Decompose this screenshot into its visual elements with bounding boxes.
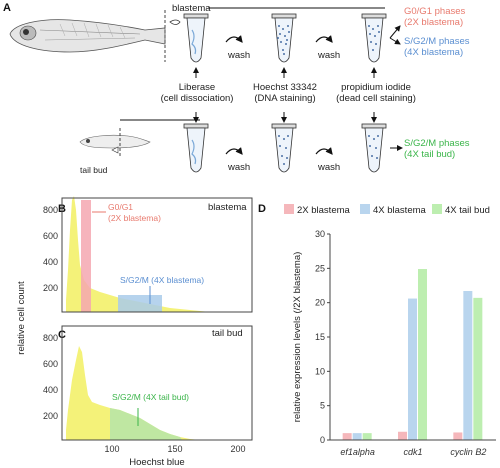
annot-s-blastema: S/G2/M (4X blastema) bbox=[120, 275, 204, 285]
wash-label-1: wash bbox=[227, 50, 250, 61]
blastema-label: blastema bbox=[172, 3, 211, 14]
bar-cdk1-4X-tail-bud bbox=[418, 269, 427, 440]
wash-arrow-1 bbox=[225, 35, 243, 43]
d-ytick-10: 10 bbox=[315, 366, 325, 376]
legend-d: 2X blastema 4X blastema 4X tail bud bbox=[284, 204, 490, 216]
b-ytick-600: 600 bbox=[43, 231, 58, 241]
step-2-line1: Hoechst 33342 bbox=[253, 82, 317, 93]
bar-cdk1-2X-blastema bbox=[398, 431, 407, 440]
bar-cyclin-B2-2X-blastema bbox=[453, 432, 463, 440]
step-3-line1: propidium iodide bbox=[341, 82, 411, 93]
bar-d-ylabel: relative expression levels (/2X blastema… bbox=[292, 252, 303, 423]
histogram-c bbox=[66, 346, 200, 440]
panel-c-tag: tail bud bbox=[212, 328, 243, 339]
d-category-cyclin-B2: cyclin B2 bbox=[450, 447, 486, 457]
xtick-150: 150 bbox=[167, 444, 182, 454]
hist-c-frame bbox=[61, 325, 253, 441]
bar-cyclin-B2-4X-blastema bbox=[463, 290, 473, 440]
legend-swatch-2x-blastema bbox=[284, 204, 294, 214]
legend-label-2x-blastema: 2X blastema bbox=[297, 205, 351, 216]
larva-illustration bbox=[9, 19, 166, 53]
gate-s-4x-blastema bbox=[118, 295, 162, 312]
hist-xlabel: Hoechst blue bbox=[129, 457, 184, 468]
c-ytick-400: 400 bbox=[43, 385, 58, 395]
hist-b-yticks: 200 400 600 800 bbox=[43, 205, 58, 293]
output-s-line1: S/G2/M phases bbox=[404, 36, 470, 47]
output-g0-line1: G0/G1 phases bbox=[404, 6, 466, 17]
wash-arrow-3 bbox=[225, 147, 243, 155]
panel-b-tag: blastema bbox=[208, 202, 247, 213]
legend-swatch-4x-blastema bbox=[360, 204, 370, 214]
wash-label-3: wash bbox=[227, 162, 250, 173]
bar-chart-d-yticks: 0 5 10 15 20 25 30 bbox=[315, 229, 330, 445]
output-s-line2: (4X blastema) bbox=[404, 47, 463, 58]
d-ytick-0: 0 bbox=[320, 435, 325, 445]
xtick-100: 100 bbox=[104, 444, 119, 454]
step-1-line1: Liberase bbox=[179, 82, 215, 93]
bar-chart-d bbox=[342, 269, 483, 440]
d-category-cdk1: cdk1 bbox=[403, 447, 422, 457]
annot-g0-sub: (2X blastema) bbox=[108, 213, 161, 223]
d-ytick-20: 20 bbox=[315, 298, 325, 308]
bar-ef1alpha-4X-blastema bbox=[352, 433, 362, 440]
hist-c-population bbox=[66, 346, 200, 440]
hist-b-frame bbox=[61, 197, 253, 313]
bar-chart-d-xticks: ef1alpha cdk1 cyclin B2 bbox=[340, 447, 486, 457]
tube-hoechst-blastema bbox=[271, 13, 297, 63]
hist-c-yticks: 200 400 600 800 bbox=[43, 333, 58, 421]
hist-ylabel: relative cell count bbox=[16, 281, 27, 355]
d-ytick-15: 15 bbox=[315, 332, 325, 342]
panel-a-label: A bbox=[3, 2, 11, 14]
hist-b-population bbox=[66, 196, 210, 312]
legend-swatch-4x-tailbud bbox=[432, 204, 442, 214]
b-ytick-200: 200 bbox=[43, 283, 58, 293]
step-2-line2: (DNA staining) bbox=[254, 93, 315, 104]
wash-label-4: wash bbox=[317, 162, 340, 173]
tube-liberase-blastema bbox=[183, 13, 209, 63]
bar-ef1alpha-2X-blastema bbox=[342, 433, 352, 440]
output-tailbud-line2: (4X tail bud) bbox=[404, 149, 455, 160]
c-ytick-800: 800 bbox=[43, 333, 58, 343]
d-ytick-30: 30 bbox=[315, 229, 325, 239]
c-ytick-200: 200 bbox=[43, 411, 58, 421]
d-ytick-5: 5 bbox=[320, 401, 325, 411]
annot-g0: G0/G1 bbox=[108, 202, 133, 212]
tailbud-embryo-illustration bbox=[79, 134, 151, 149]
output-tailbud-line1: S/G2/M phases bbox=[404, 138, 470, 149]
wash-label-2: wash bbox=[317, 50, 340, 61]
d-ytick-25: 25 bbox=[315, 263, 325, 273]
step-3-line2: (dead cell staining) bbox=[336, 93, 416, 104]
tube-pi-tailbud bbox=[361, 123, 387, 173]
tail-bud-label: tail bud bbox=[80, 165, 108, 175]
annot-s-tailbud: S/G2/M (4X tail bud) bbox=[112, 392, 189, 402]
xtick-200: 200 bbox=[230, 444, 245, 454]
wash-arrow-4 bbox=[315, 147, 333, 155]
tube-pi-blastema bbox=[361, 13, 387, 63]
step-1-line2: (cell dissociation) bbox=[161, 93, 234, 104]
gate-s-4x-tailbud bbox=[110, 408, 182, 440]
gate-g0-2x-blastema bbox=[81, 200, 91, 312]
panel-d-label: D bbox=[258, 203, 266, 215]
tissue-piece-icon bbox=[169, 19, 181, 25]
b-ytick-400: 400 bbox=[43, 257, 58, 267]
b-ytick-800: 800 bbox=[43, 205, 58, 215]
bar-cdk1-4X-blastema bbox=[408, 298, 417, 440]
legend-label-4x-tailbud: 4X tail bud bbox=[445, 205, 490, 216]
tube-liberase-tailbud bbox=[183, 123, 209, 173]
tube-hoechst-tailbud bbox=[271, 123, 297, 173]
c-ytick-600: 600 bbox=[43, 359, 58, 369]
legend-label-4x-blastema: 4X blastema bbox=[373, 205, 427, 216]
bar-cyclin-B2-4X-tail-bud bbox=[473, 297, 483, 440]
bar-ef1alpha-4X-tail-bud bbox=[362, 433, 372, 440]
histogram-b bbox=[66, 196, 210, 312]
output-g0-line2: (2X blastema) bbox=[404, 17, 463, 28]
hist-xticks: 100 150 200 bbox=[104, 444, 245, 454]
wash-arrow-2 bbox=[315, 35, 333, 43]
d-category-ef1alpha: ef1alpha bbox=[340, 447, 375, 457]
